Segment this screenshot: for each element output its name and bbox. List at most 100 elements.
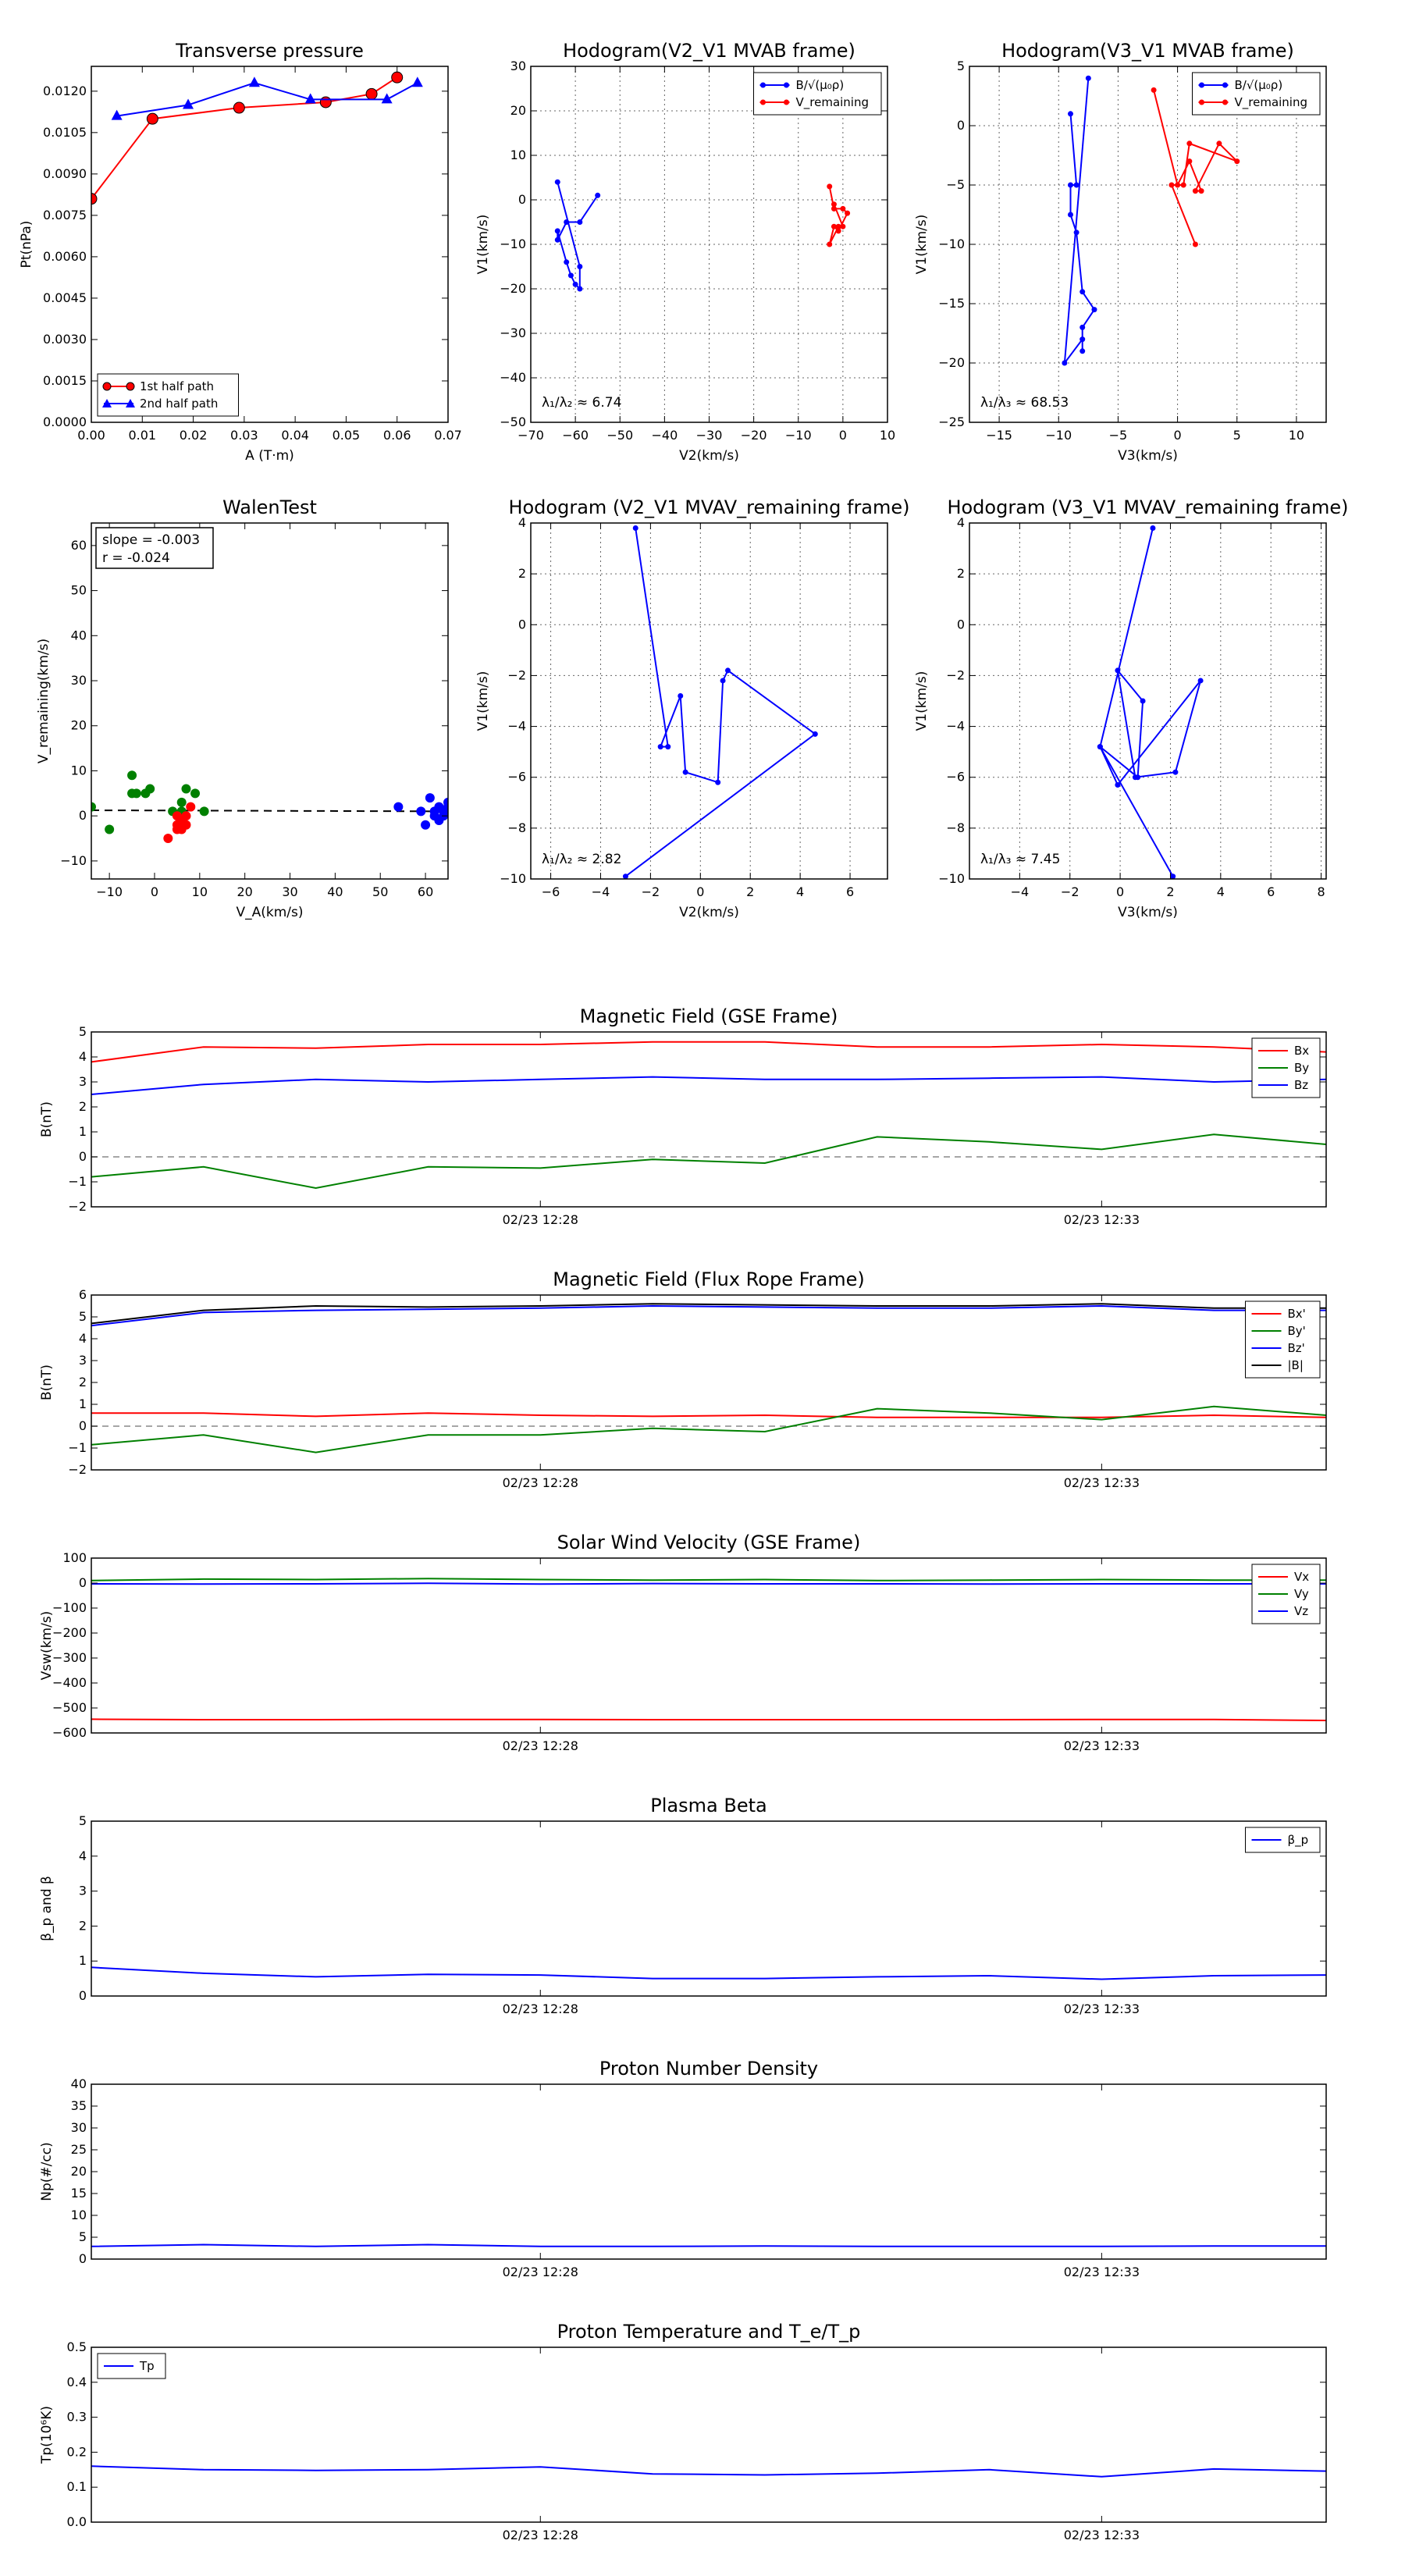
data-point [127, 770, 137, 781]
x-tick-label: 02/23 12:33 [1064, 1212, 1140, 1227]
x-tick-label: 4 [1217, 884, 1225, 899]
y-tick-label: −2 [507, 667, 526, 682]
data-point [840, 205, 846, 212]
data-point [827, 241, 833, 247]
plot-area [1097, 525, 1204, 879]
legend: Vx Vy Vz [1251, 1564, 1321, 1624]
y-tick-label: −200 [52, 1625, 87, 1640]
data-point [1097, 744, 1103, 750]
chart-h2: Hodogram(V3_V1 MVAB frame) −25 −20 −15 −10 −5… [914, 40, 1327, 464]
series-line [91, 1578, 1326, 1582]
y-axis-label: B(nT) [39, 1364, 55, 1400]
y-tick-label: −10 [938, 871, 965, 886]
x-tick-label: 20 [237, 884, 253, 899]
y-tick-label: −5 [946, 177, 965, 192]
x-tick-label: 0 [839, 428, 847, 443]
annotation: λ₁/λ₂ ≈ 6.74 [542, 395, 621, 411]
chart-title: Transverse pressure [175, 40, 364, 62]
plot-area [91, 1578, 1326, 1721]
plot-area [91, 2243, 1326, 2247]
plot-frame [91, 2347, 1327, 2523]
y-tick-label: 4 [518, 515, 526, 530]
x-tick-label: 10 [192, 884, 208, 899]
chart-title: Proton Temperature and T_e/T_p [557, 2321, 861, 2343]
data-point [831, 205, 837, 212]
x-tick-label: 0 [1116, 884, 1124, 899]
series-line [91, 1304, 1326, 1327]
x-tick-label: 0.05 [333, 428, 361, 443]
plot-area [1062, 75, 1240, 366]
legend-marker [784, 99, 789, 105]
y-tick-label: 0.0015 [43, 373, 87, 388]
y-tick-label: 30 [71, 2120, 87, 2135]
legend-label: B/√(μ₀ρ) [1235, 78, 1283, 92]
data-point [835, 223, 841, 229]
plot-frame [91, 1031, 1327, 1208]
y-tick-label: −20 [938, 355, 965, 370]
data-point [835, 228, 841, 234]
x-tick-label: 02/23 12:28 [503, 2528, 578, 2542]
legend-label: V_remaining [796, 95, 870, 110]
legend-marker [784, 82, 789, 88]
x-tick-label: 02/23 12:28 [503, 1212, 578, 1227]
data-point [1216, 141, 1222, 147]
x-tick-label: −60 [562, 428, 589, 443]
data-point [391, 71, 404, 84]
y-tick-label: 0 [79, 808, 87, 823]
data-point [1080, 348, 1086, 354]
data-point [425, 793, 435, 803]
y-tick-label: 0 [518, 192, 526, 207]
y-tick-label: 5 [79, 1813, 87, 1828]
chart-title: Solar Wind Velocity (GSE Frame) [557, 1532, 861, 1553]
legend-label: Vz [1294, 1604, 1308, 1618]
data-point [572, 281, 578, 287]
y-tick-label: −2 [68, 1199, 87, 1214]
y-tick-label: 0.3 [67, 2410, 87, 2425]
legend-label: B/√(μ₀ρ) [796, 78, 845, 92]
data-point [831, 201, 837, 208]
data-point [1192, 241, 1198, 247]
y-tick-label: 4 [79, 1848, 87, 1863]
data-point [181, 811, 191, 821]
data-point [564, 259, 570, 265]
y-tick-label: 1 [79, 1124, 87, 1139]
data-point [554, 237, 560, 243]
y-tick-label: 10 [510, 148, 526, 162]
series-line [91, 1076, 1326, 1095]
data-point [1132, 774, 1138, 781]
y-tick-label: 3 [79, 1884, 87, 1898]
data-point [564, 219, 570, 225]
x-tick-label: −70 [518, 428, 544, 443]
y-tick-label: 20 [71, 718, 87, 733]
y-tick-label: 0.0060 [43, 249, 87, 264]
plot-area [91, 1966, 1326, 1980]
y-tick-label: 0.4 [67, 2375, 87, 2389]
data-point [365, 87, 378, 100]
x-tick-label: 10 [880, 428, 895, 443]
plot-frame [91, 1557, 1327, 1734]
y-tick-label: −10 [60, 853, 87, 868]
data-point [595, 192, 601, 198]
series-line [91, 1966, 1326, 1980]
x-tick-label: −4 [1011, 884, 1030, 899]
y-tick-label: 15 [71, 2186, 87, 2201]
data-point [91, 193, 98, 205]
y-tick-label: 0.0 [67, 2514, 87, 2529]
legend-marker [1222, 99, 1228, 105]
plot-frame [91, 1294, 1327, 1471]
data-point [1198, 188, 1204, 194]
y-tick-label: 2 [79, 1099, 87, 1114]
x-tick-label: 0 [696, 884, 704, 899]
data-point [1067, 111, 1073, 117]
x-tick-label: 0.00 [77, 428, 105, 443]
legend-label: Bz [1294, 1078, 1308, 1092]
legend-label: β_p [1288, 1833, 1309, 1848]
plot-area [91, 1303, 1326, 1453]
legend-box [753, 72, 882, 116]
data-point [682, 769, 688, 775]
data-point [145, 784, 155, 794]
y-tick-label: 25 [71, 2142, 87, 2157]
y-tick-label: 0.0075 [43, 208, 87, 222]
legend-label: |B| [1288, 1358, 1304, 1372]
